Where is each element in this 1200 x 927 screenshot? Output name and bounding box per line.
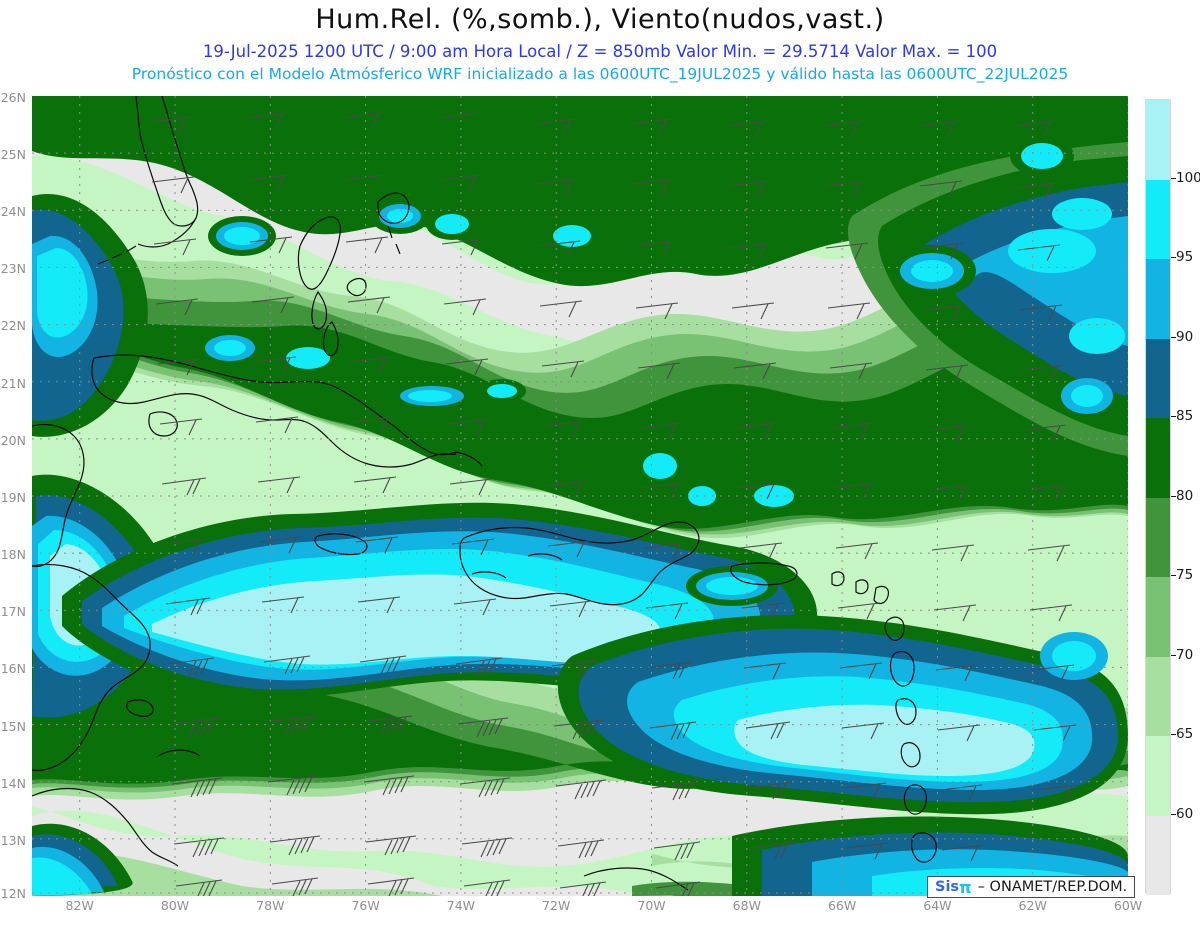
ytick-19n: 19N	[0, 490, 26, 505]
humidity-colorbar[interactable]	[1145, 99, 1171, 895]
rh-region-sw-corner	[32, 823, 133, 896]
forecast-meta-line: 19-Jul-2025 1200 UTC / 9:00 am Hora Loca…	[202, 42, 998, 61]
logo-sis-text: Sis	[935, 879, 960, 895]
ytick-23n: 23N	[0, 261, 26, 276]
cbar-band-70-75	[1146, 577, 1170, 657]
ytick-16n: 16N	[0, 661, 26, 676]
ytick-22n: 22N	[0, 318, 26, 333]
ytick-18n: 18N	[0, 547, 26, 562]
xtick-68w: 68W	[732, 898, 761, 913]
ytick-26n: 26N	[0, 90, 26, 105]
cbar-label-70: 70	[1176, 647, 1194, 663]
ytick-15n: 15N	[0, 719, 26, 734]
rh-region-lesser-antilles	[557, 615, 1128, 815]
xtick-60w: 60W	[1113, 898, 1143, 913]
xtick-62w: 62W	[1018, 898, 1047, 913]
xtick-76w: 76W	[351, 898, 380, 913]
xtick-78w: 78W	[256, 898, 285, 913]
cbar-label-95: 95	[1176, 249, 1194, 265]
cbar-band-below-60	[1146, 815, 1170, 895]
xtick-74w: 74W	[446, 898, 476, 913]
ytick-20n: 20N	[0, 433, 26, 448]
cbar-band-80-85	[1146, 418, 1170, 498]
ytick-13n: 13N	[0, 833, 26, 848]
cbar-band-60-65	[1146, 736, 1170, 816]
cbar-band-90-95	[1146, 259, 1170, 339]
xtick-72w: 72W	[542, 898, 571, 913]
longitude-axis: 82W 80W 78W 76W 74W 72W 70W 68W 66W 64W …	[0, 898, 1200, 927]
ytick-24n: 24N	[0, 204, 26, 219]
cbar-label-75: 75	[1176, 567, 1194, 583]
ytick-17n: 17N	[0, 604, 26, 619]
cbar-band-65-70	[1146, 656, 1170, 736]
logo-org-text: – ONAMET/REP.DOM.	[977, 879, 1128, 895]
xtick-70w: 70W	[637, 898, 666, 913]
cbar-label-65: 65	[1176, 726, 1194, 742]
ytick-21n: 21N	[0, 376, 26, 391]
cbar-band-75-80	[1146, 497, 1170, 577]
page-title: Hum.Rel. (%,somb.), Viento(nudos,vast.)	[315, 4, 885, 35]
cbar-band-85-90	[1146, 338, 1170, 418]
agency-logo: Sis π – ONAMET/REP.DOM.	[927, 876, 1136, 898]
latitude-axis: 26N 25N 24N 23N 22N 21N 20N 19N 18N 17N …	[0, 0, 32, 927]
cbar-label-90: 90	[1176, 329, 1194, 345]
graticule-grid	[32, 96, 1128, 896]
relative-humidity-shaded-map	[32, 96, 1128, 896]
map-plot-area[interactable]	[32, 96, 1128, 896]
cbar-label-100: 100	[1176, 170, 1200, 186]
ytick-25n: 25N	[0, 147, 26, 162]
logo-pi-symbol: π	[959, 877, 972, 897]
xtick-66w: 66W	[827, 898, 857, 913]
xtick-82w: 82W	[65, 898, 94, 913]
xtick-80w: 80W	[160, 898, 190, 913]
model-info-line: Pronóstico con el Modelo Atmósferico WRF…	[131, 65, 1069, 83]
rh-cells-scattered	[196, 136, 1113, 680]
coastlines	[32, 96, 937, 891]
ytick-12n: 12N	[0, 886, 26, 901]
cbar-label-85: 85	[1176, 408, 1194, 424]
cbar-band-95-100	[1146, 179, 1170, 259]
cbar-label-80: 80	[1176, 488, 1194, 504]
cbar-label-60: 60	[1176, 806, 1194, 822]
cbar-band-100-105	[1146, 100, 1170, 180]
ytick-14n: 14N	[0, 776, 26, 791]
xtick-64w: 64W	[923, 898, 952, 913]
